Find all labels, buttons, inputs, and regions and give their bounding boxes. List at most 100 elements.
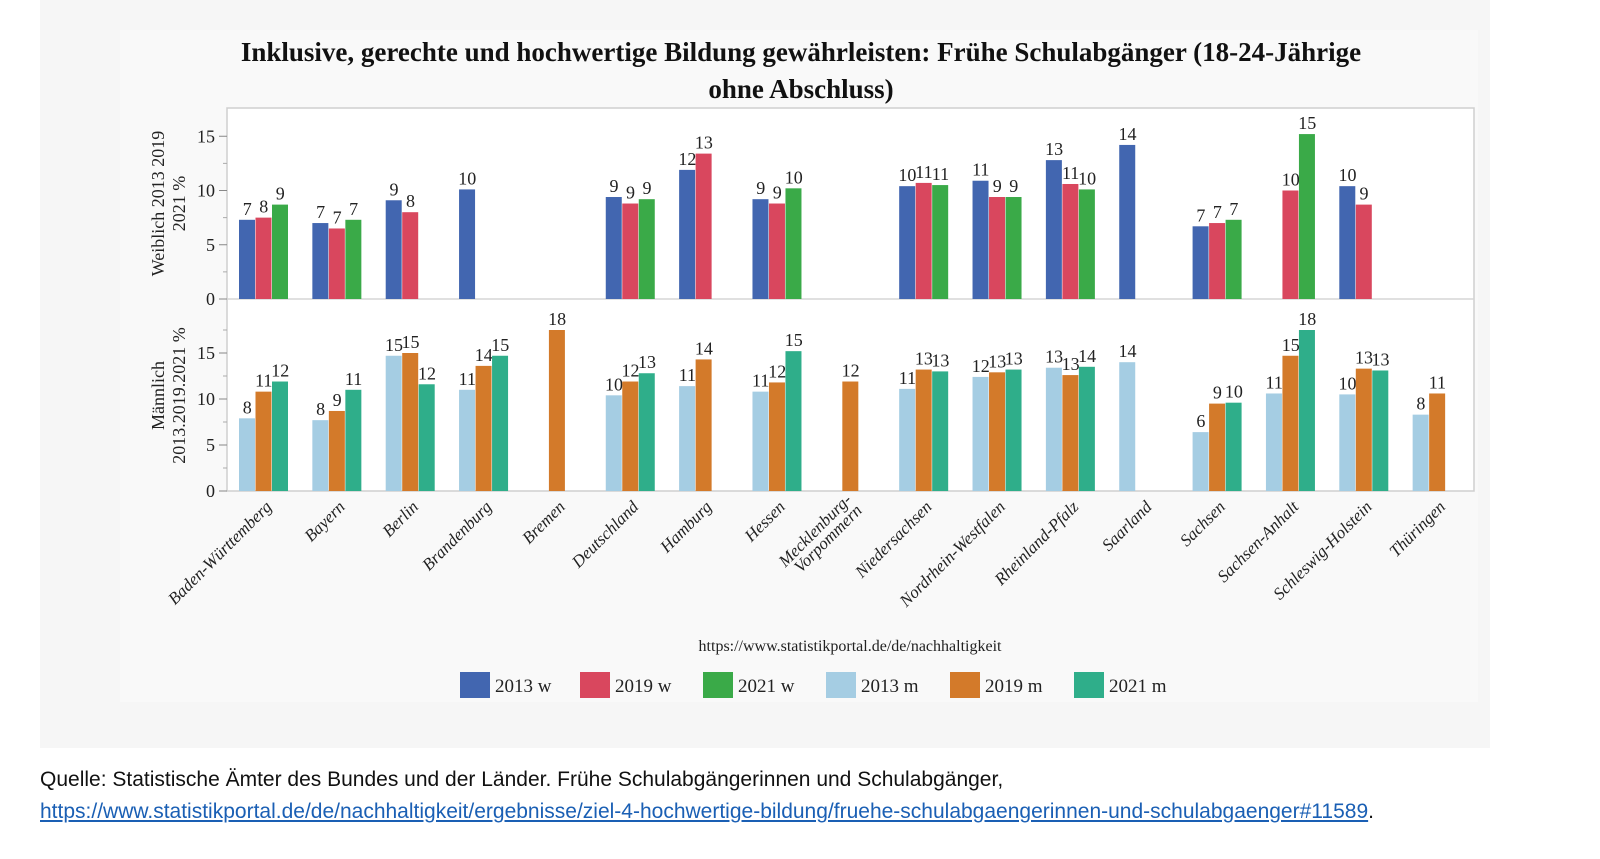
bar-weiblich-2013-w-0 [239, 219, 255, 299]
y-tick-label-maennlich: 5 [206, 435, 215, 455]
bar-maennlich-2013-m-11 [1045, 367, 1062, 491]
bar-weiblich-2019-w-9 [915, 182, 932, 299]
data-label: 9 [1213, 383, 1222, 403]
legend-swatch-2019-w [580, 672, 610, 698]
data-label: 13 [638, 352, 656, 372]
data-label: 13 [1062, 354, 1080, 374]
legend-label: 2019 w [615, 676, 672, 697]
bar-weiblich-2021-w-1 [345, 219, 362, 299]
data-label: 11 [1266, 372, 1283, 392]
bar-weiblich-2019-w-0 [255, 217, 272, 299]
bar-maennlich-2019-m-15 [1355, 368, 1372, 491]
data-label: 18 [548, 309, 566, 329]
data-label: 12 [768, 361, 786, 381]
bar-weiblich-2019-w-1 [328, 228, 345, 299]
legend-label: 2019 m [985, 676, 1043, 697]
bar-weiblich-2019-w-5 [622, 203, 639, 299]
data-label: 7 [1229, 199, 1238, 219]
bar-maennlich-2019-m-8 [842, 381, 859, 491]
bar-weiblich-2013-w-6 [679, 169, 696, 299]
data-label: 13 [695, 133, 713, 153]
bar-maennlich-2019-m-9 [915, 369, 932, 491]
data-label: 7 [349, 199, 358, 219]
data-label: 14 [1078, 346, 1096, 366]
bar-maennlich-2013-m-9 [899, 388, 916, 491]
bar-maennlich-2021-m-1 [345, 389, 362, 491]
data-label: 10 [1225, 382, 1243, 402]
bar-weiblich-2013-w-11 [1045, 160, 1062, 299]
x-tick-label: Baden-Württemberg [164, 497, 275, 608]
x-tick-label-line: Thüringen [1386, 497, 1450, 561]
bar-maennlich-2019-m-4 [548, 330, 565, 491]
x-tick-label: Berlin [379, 497, 422, 540]
bar-maennlich-2019-m-11 [1062, 375, 1079, 491]
caption-end: . [1368, 800, 1374, 823]
bar-weiblich-2013-w-15 [1339, 186, 1356, 299]
data-label: 7 [1196, 205, 1205, 225]
data-label: 13 [1045, 139, 1063, 159]
y-axis-label-line: Männlich [148, 361, 168, 430]
bar-maennlich-2019-m-5 [622, 381, 639, 491]
data-label: 9 [773, 183, 782, 203]
bar-maennlich-2019-m-0 [255, 391, 272, 491]
data-label: 9 [993, 176, 1002, 196]
legend-swatch-2021-w [703, 672, 733, 698]
figure-panel: Inklusive, gerechte und hochwertige Bild… [40, 0, 1490, 748]
x-tick-label-line: Sachsen [1176, 497, 1229, 550]
bar-weiblich-2019-w-10 [989, 197, 1006, 299]
bar-maennlich-2019-m-7 [768, 382, 785, 491]
bar-weiblich-2019-w-6 [695, 153, 712, 299]
source-link[interactable]: https://www.statistikportal.de/de/nachha… [40, 800, 1369, 823]
legend-swatch-2021-m [1074, 672, 1104, 698]
bar-weiblich-2019-w-2 [402, 212, 419, 299]
bar-maennlich-2021-m-10 [1005, 369, 1022, 491]
legend-swatch-2013-w [460, 672, 490, 698]
bar-maennlich-2013-m-14 [1265, 393, 1282, 491]
bar-weiblich-2019-w-7 [768, 203, 785, 299]
y-axis-label-weiblich: Weiblich 2013 20192021 % [148, 131, 189, 277]
chart-svg: Inklusive, gerechte und hochwertige Bild… [148, 37, 1475, 698]
data-label: 11 [932, 164, 949, 184]
bar-maennlich-2013-m-7 [752, 391, 769, 491]
data-label: 13 [931, 350, 949, 370]
legend-label: 2021 w [738, 676, 795, 697]
x-tick-label: Bremen [518, 497, 568, 547]
bar-maennlich-2019-m-1 [328, 410, 345, 491]
data-label: 9 [643, 178, 652, 198]
x-tick-label-line: Bayern [301, 497, 349, 545]
bar-maennlich-2019-m-10 [989, 372, 1006, 491]
x-tick-label: Thüringen [1386, 497, 1450, 561]
chart-title-line-2: ohne Abschluss) [708, 74, 893, 104]
data-label: 13 [988, 351, 1006, 371]
x-tick-label: Sachsen [1176, 497, 1229, 550]
bar-weiblich-2021-w-11 [1078, 189, 1095, 299]
y-tick-label-maennlich: 10 [197, 389, 215, 409]
data-label: 15 [1298, 113, 1316, 133]
x-tick-label: Bayern [301, 497, 349, 545]
y-axis-label-line: 2013.2019.2021 % [169, 327, 189, 464]
bar-weiblich-2019-w-15 [1355, 204, 1372, 299]
data-label: 7 [333, 207, 342, 227]
legend-label: 2021 m [1109, 676, 1167, 697]
data-label: 8 [406, 191, 415, 211]
chart-title-line-1: Inklusive, gerechte und hochwertige Bild… [241, 37, 1361, 67]
x-tick-label-line: Baden-Württemberg [164, 497, 275, 608]
bar-weiblich-2021-w-14 [1298, 134, 1315, 299]
x-tick-label: Saarland [1098, 497, 1156, 555]
data-label: 9 [1009, 176, 1018, 196]
data-label: 15 [385, 335, 403, 355]
legend-label: 2013 w [495, 676, 552, 697]
bar-weiblich-2019-w-11 [1062, 183, 1079, 299]
data-label: 9 [276, 184, 285, 204]
data-label: 11 [972, 160, 989, 180]
bar-maennlich-2019-m-2 [402, 353, 419, 491]
bar-weiblich-2013-w-1 [312, 223, 329, 299]
bar-maennlich-2013-m-1 [312, 420, 329, 491]
bar-maennlich-2013-m-13 [1192, 432, 1209, 491]
data-label: 11 [915, 162, 932, 182]
bar-maennlich-2013-m-15 [1339, 394, 1356, 491]
caption-text: Quelle: Statistische Ämter des Bundes un… [40, 768, 1004, 791]
data-label: 9 [756, 178, 765, 198]
data-label: 12 [842, 361, 860, 381]
